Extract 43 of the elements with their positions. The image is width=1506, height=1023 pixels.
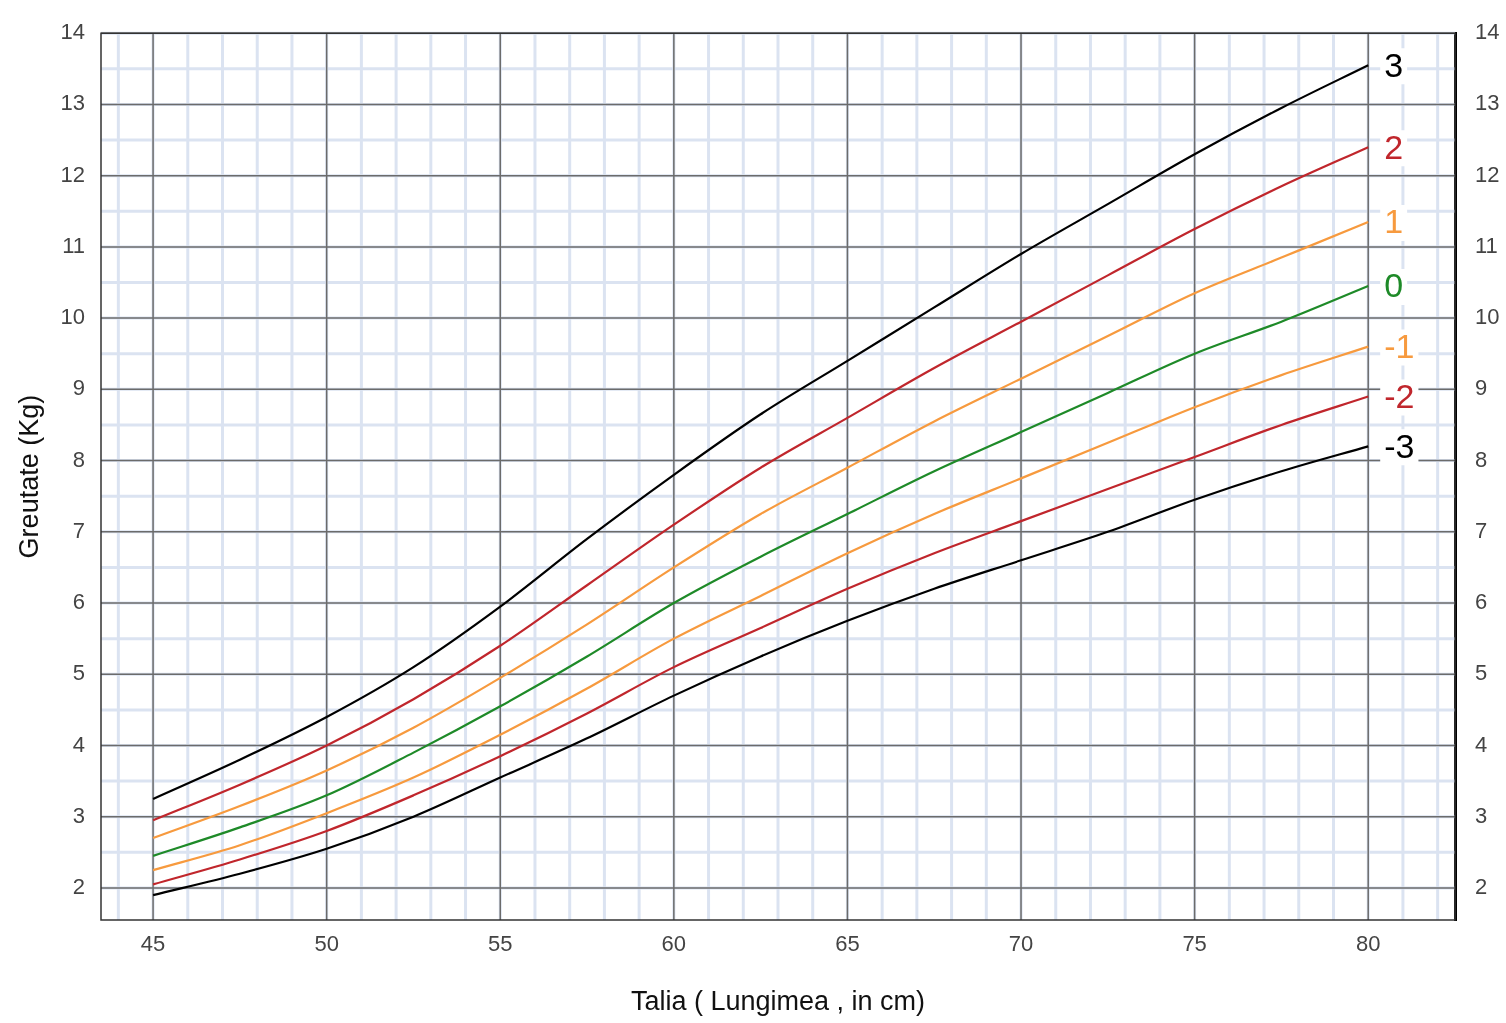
y2-tick-label: 7	[1475, 517, 1488, 543]
series-label: 1	[1384, 202, 1404, 241]
series-label: 2	[1384, 127, 1404, 166]
y2-tick-label: 6	[1475, 589, 1488, 615]
y-tick-label: 10	[60, 304, 85, 330]
y-tick-label: 2	[72, 874, 85, 900]
x-axis-title: Talia ( Lungimea , in cm)	[630, 986, 926, 1017]
y-tick-label: 7	[72, 517, 85, 543]
y2-tick-label: 13	[1475, 90, 1500, 116]
y-tick-label: 6	[72, 589, 85, 615]
series-label: 0	[1384, 266, 1404, 305]
y-tick-label: 8	[72, 446, 85, 472]
x-tick-label: 70	[1008, 931, 1034, 957]
y2-tick-label: 14	[1475, 19, 1500, 45]
y2-tick-label: 2	[1475, 874, 1488, 900]
y2-tick-label: 11	[1475, 232, 1498, 258]
y-tick-label: 11	[62, 232, 85, 258]
series-label: -2	[1384, 376, 1415, 415]
series-label: -3	[1384, 426, 1415, 465]
x-tick-label: 45	[140, 931, 166, 957]
y-tick-label: 14	[60, 19, 85, 45]
y-tick-label: 9	[72, 375, 85, 401]
y-tick-label: 12	[60, 161, 85, 187]
x-tick-label: 75	[1182, 931, 1207, 957]
y2-tick-label: 10	[1475, 304, 1500, 330]
y-tick-label: 4	[72, 731, 85, 757]
y-tick-label: 5	[72, 660, 85, 686]
y2-tick-label: 9	[1475, 375, 1488, 401]
x-tick-label: 55	[488, 931, 513, 957]
x-tick-label: 50	[314, 931, 339, 957]
series-label: -1	[1384, 326, 1415, 365]
y2-tick-label: 5	[1475, 660, 1488, 686]
series-label: 3	[1384, 45, 1404, 84]
x-tick-label: 80	[1355, 931, 1381, 957]
y2-tick-label: 8	[1475, 446, 1488, 472]
y-tick-label: 13	[60, 90, 85, 116]
y-tick-label: 3	[72, 802, 85, 828]
y-axis-title: Greutate (Kg)	[13, 394, 44, 559]
y2-tick-label: 3	[1475, 802, 1488, 828]
x-tick-label: 60	[661, 931, 687, 957]
y2-tick-label: 12	[1475, 161, 1500, 187]
y2-tick-label: 4	[1475, 731, 1488, 757]
x-tick-label: 65	[835, 931, 860, 957]
